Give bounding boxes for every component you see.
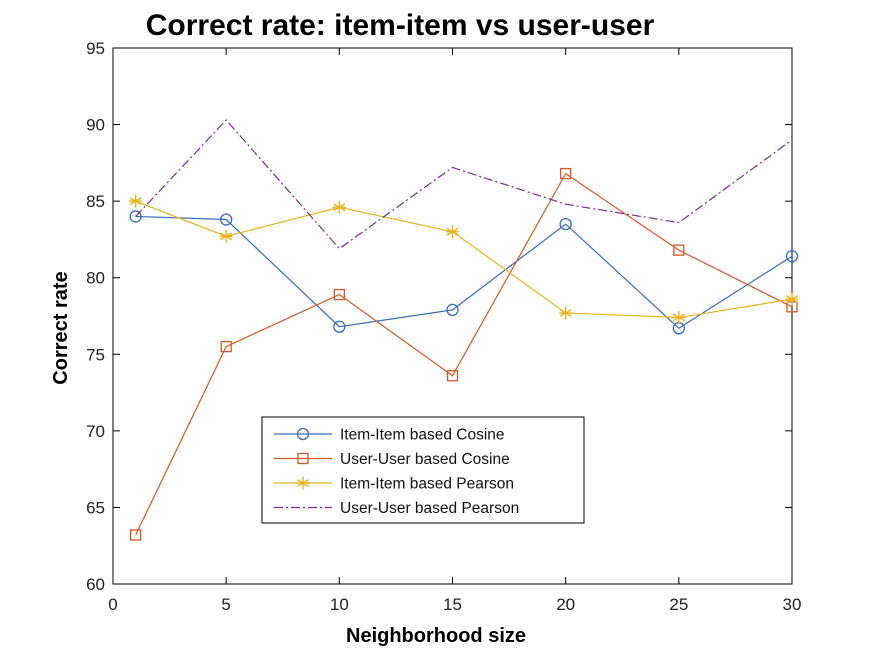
x-tick-label: 10	[330, 595, 349, 614]
series-layer	[129, 119, 799, 541]
data-point-square-marker	[220, 340, 232, 353]
x-tick-label: 0	[108, 595, 117, 614]
data-point-circle-marker	[129, 210, 142, 223]
data-point-square-marker	[333, 288, 345, 301]
legend-item: User-User based Pearson	[274, 500, 519, 517]
legend: Item-Item based Cosine User-User based Co…	[261, 416, 585, 524]
data-point-square-marker	[673, 244, 685, 256]
y-tick-label: 65	[86, 498, 105, 517]
x-tick-label: 25	[669, 595, 688, 614]
y-tick-label: 80	[86, 269, 105, 288]
data-point-asterisk-marker	[785, 292, 799, 306]
y-tick-label: 75	[86, 345, 105, 364]
data-point-square-marker	[560, 167, 572, 180]
data-point-asterisk-marker	[219, 229, 233, 243]
legend-item: User-User based Cosine	[274, 451, 510, 468]
data-point-circle-marker	[446, 303, 459, 317]
legend-item: Item-Item based Cosine	[274, 427, 505, 444]
legend-item: Item-Item based Pearson	[274, 476, 514, 493]
data-point-circle-marker	[559, 217, 572, 231]
y-tick-label: 60	[86, 575, 105, 594]
x-tick-label: 30	[783, 595, 802, 614]
axis-ticks: 0 5 10 15 20 25 30 60 65 70 75 80 85 90 95	[86, 39, 801, 614]
legend-circle-marker	[296, 427, 310, 441]
series-line	[135, 119, 793, 250]
data-point-asterisk-marker	[446, 225, 459, 239]
legend-label: User-User based Cosine	[340, 451, 510, 468]
legend-label: Item-Item based Cosine	[340, 427, 505, 444]
x-tick-label: 5	[221, 595, 230, 614]
series-4	[135, 119, 793, 250]
data-point-asterisk-marker	[559, 306, 573, 320]
data-point-circle-marker	[333, 320, 346, 333]
data-point-square-marker	[129, 529, 142, 541]
series-line	[135, 215, 793, 330]
legend-square-marker	[297, 452, 309, 465]
y-axis-label: Correct rate	[50, 271, 72, 384]
legend-box	[261, 416, 585, 524]
y-tick-label: 70	[86, 422, 105, 441]
x-tick-label: 20	[556, 595, 575, 614]
chart-title: Correct rate: item-item vs user-user	[146, 9, 655, 42]
data-point-circle-marker	[785, 250, 799, 263]
y-tick-label: 95	[86, 39, 105, 58]
series-3	[129, 194, 799, 325]
data-point-square-marker	[446, 370, 459, 382]
series-line	[135, 172, 793, 536]
legend-label: Item-Item based Pearson	[340, 476, 514, 493]
series-1	[129, 210, 799, 335]
data-point-asterisk-marker	[129, 194, 143, 208]
x-axis-label: Neighborhood size	[346, 625, 526, 647]
y-tick-label: 90	[86, 116, 105, 135]
y-tick-label: 85	[86, 192, 105, 211]
data-point-circle-marker	[220, 213, 233, 226]
legend-label: User-User based Pearson	[340, 500, 519, 517]
data-point-asterisk-marker	[672, 311, 686, 325]
data-point-asterisk-marker	[332, 200, 346, 214]
x-tick-label: 15	[443, 595, 462, 614]
legend-asterisk-marker	[296, 476, 310, 490]
